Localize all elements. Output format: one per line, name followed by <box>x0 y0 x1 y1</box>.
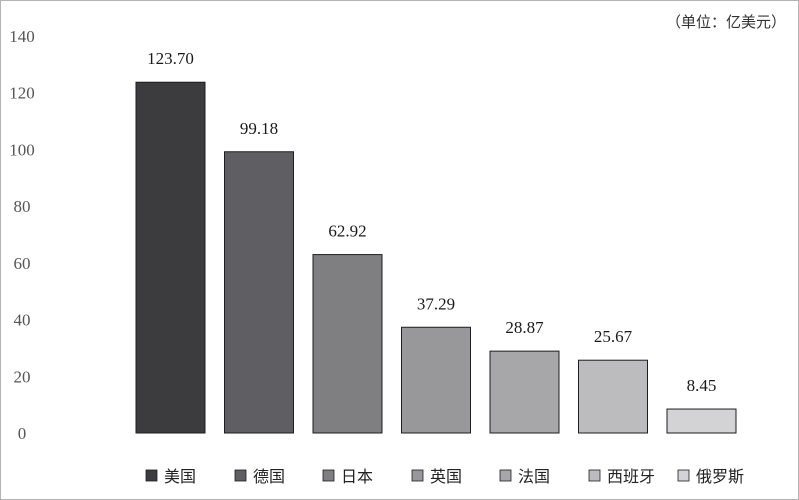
legend-label: 西班牙 <box>607 467 655 486</box>
legend-swatch <box>588 469 601 482</box>
legend-label: 德国 <box>253 467 285 486</box>
bar <box>666 408 737 434</box>
y-tick-label: 60 <box>14 254 31 273</box>
legend-swatch <box>677 469 690 482</box>
bar-value-label: 99.18 <box>240 119 278 138</box>
bar <box>578 359 648 434</box>
y-tick-label: 0 <box>18 424 27 443</box>
bar-value-label: 62.92 <box>328 222 366 241</box>
legend-label: 俄罗斯 <box>696 467 744 486</box>
legend-label: 美国 <box>164 467 196 486</box>
y-tick-label: 120 <box>9 84 35 103</box>
bar <box>224 151 294 434</box>
legend-swatch <box>499 469 512 482</box>
bar-value-label: 28.87 <box>505 318 544 337</box>
bar <box>135 81 206 434</box>
bar-value-label: 37.29 <box>417 294 455 313</box>
bar-value-label: 123.70 <box>147 49 194 68</box>
legend-swatch <box>322 469 335 482</box>
bar <box>489 350 560 434</box>
y-tick-label: 80 <box>14 197 31 216</box>
y-tick-label: 20 <box>14 367 31 386</box>
bar-series: 123.70 99.18 62.92 37.29 28.87 25.67 8.45 <box>135 49 737 434</box>
legend-swatch <box>411 469 424 482</box>
bar-value-label: 8.45 <box>687 376 717 395</box>
bar <box>401 326 471 434</box>
y-axis: 0 20 40 60 80 100 120 140 <box>9 27 35 443</box>
y-tick-label: 40 <box>14 311 31 330</box>
bar <box>312 254 383 434</box>
legend-swatch <box>234 469 247 482</box>
y-tick-label: 100 <box>9 140 35 159</box>
legend-label: 法国 <box>518 467 550 486</box>
legend-label: 日本 <box>341 467 373 486</box>
legend-swatch <box>145 469 158 482</box>
bar-value-label: 25.67 <box>594 327 633 346</box>
legend: 美国 德国 日本 英国 法国 西班牙 俄罗斯 <box>145 467 744 486</box>
unit-note: （单位：亿美元） <box>666 13 786 31</box>
legend-label: 英国 <box>430 467 462 486</box>
y-tick-label: 140 <box>9 27 35 46</box>
